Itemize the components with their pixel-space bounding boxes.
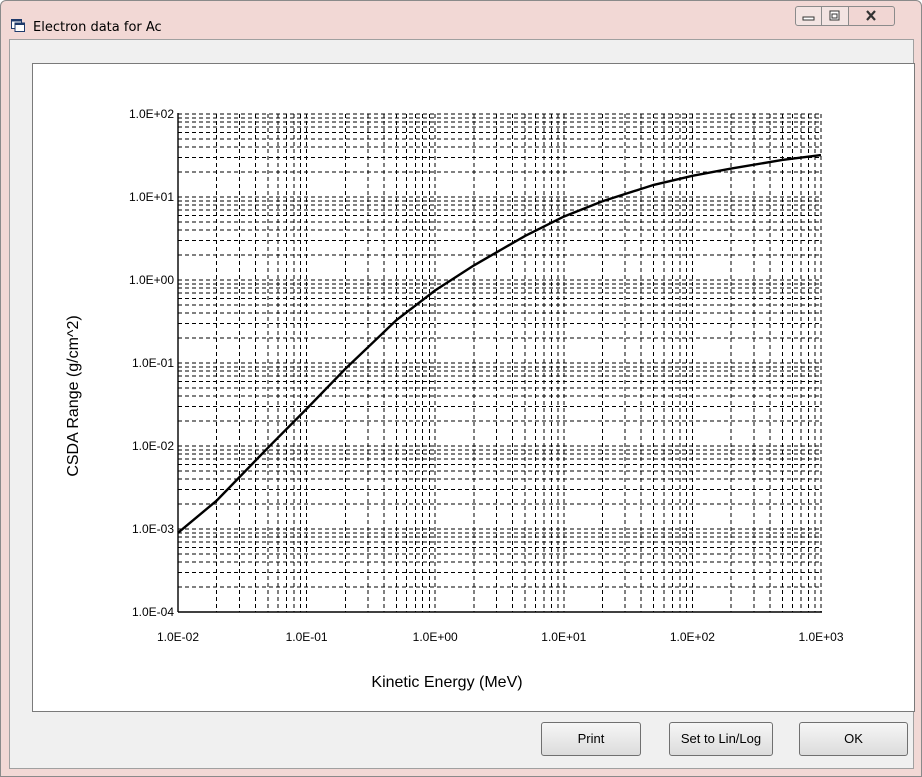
- print-button[interactable]: Print: [541, 722, 641, 756]
- y-tick-label: 1.0E-02: [132, 439, 174, 453]
- x-tick-label: 1.0E+01: [541, 630, 586, 644]
- minimize-button[interactable]: [795, 6, 822, 26]
- y-tick-label: 1.0E-04: [132, 605, 174, 619]
- x-tick-label: 1.0E+03: [798, 630, 843, 644]
- set-lin-log-button[interactable]: Set to Lin/Log: [669, 722, 773, 756]
- axes: [177, 113, 822, 613]
- plot-panel: 1.0E-02 1.0E-01 1.0E+00 1.0E+01 1.0E+02 1.0E+…: [32, 63, 915, 712]
- dialog-client-area: 1.0E-02 1.0E-01 1.0E+00 1.0E+01 1.0E+02 1.0E+…: [9, 39, 915, 769]
- window-controls: [795, 6, 895, 28]
- close-button[interactable]: [849, 6, 895, 26]
- y-tick-label: 1.0E+02: [129, 107, 174, 121]
- minimize-icon: [802, 16, 815, 21]
- y-tick-labels: 1.0E-04 1.0E-03 1.0E-02 1.0E-01 1.0E+00 1.0E+…: [129, 107, 174, 619]
- maximize-icon: [829, 10, 840, 21]
- x-tick-label: 1.0E-01: [286, 630, 328, 644]
- x-tick-label: 1.0E+00: [413, 630, 458, 644]
- close-icon: [866, 10, 876, 21]
- y-axis-label: CSDA Range (g/cm^2): [65, 315, 82, 476]
- y-tick-label: 1.0E-01: [132, 356, 174, 370]
- x-tick-labels: 1.0E-02 1.0E-01 1.0E+00 1.0E+01 1.0E+02 1.0E+…: [157, 630, 844, 644]
- x-axis-label: Kinetic Energy (MeV): [371, 674, 522, 691]
- x-tick-label: 1.0E-02: [157, 630, 199, 644]
- x-tick-label: 1.0E+02: [670, 630, 715, 644]
- window-title: Electron data for Ac: [33, 20, 162, 35]
- grid-lines: [178, 113, 822, 612]
- y-tick-label: 1.0E+00: [129, 273, 174, 287]
- app-icon: [11, 19, 25, 32]
- maximize-button[interactable]: [822, 6, 849, 26]
- y-tick-label: 1.0E-03: [132, 522, 174, 536]
- ok-button[interactable]: OK: [799, 722, 908, 756]
- series-line: [177, 153, 822, 534]
- title-bar[interactable]: Electron data for Ac: [1, 1, 921, 41]
- y-tick-label: 1.0E+01: [129, 190, 174, 204]
- range-energy-chart: 1.0E-02 1.0E-01 1.0E+00 1.0E+01 1.0E+02 1.0E+…: [65, 107, 844, 691]
